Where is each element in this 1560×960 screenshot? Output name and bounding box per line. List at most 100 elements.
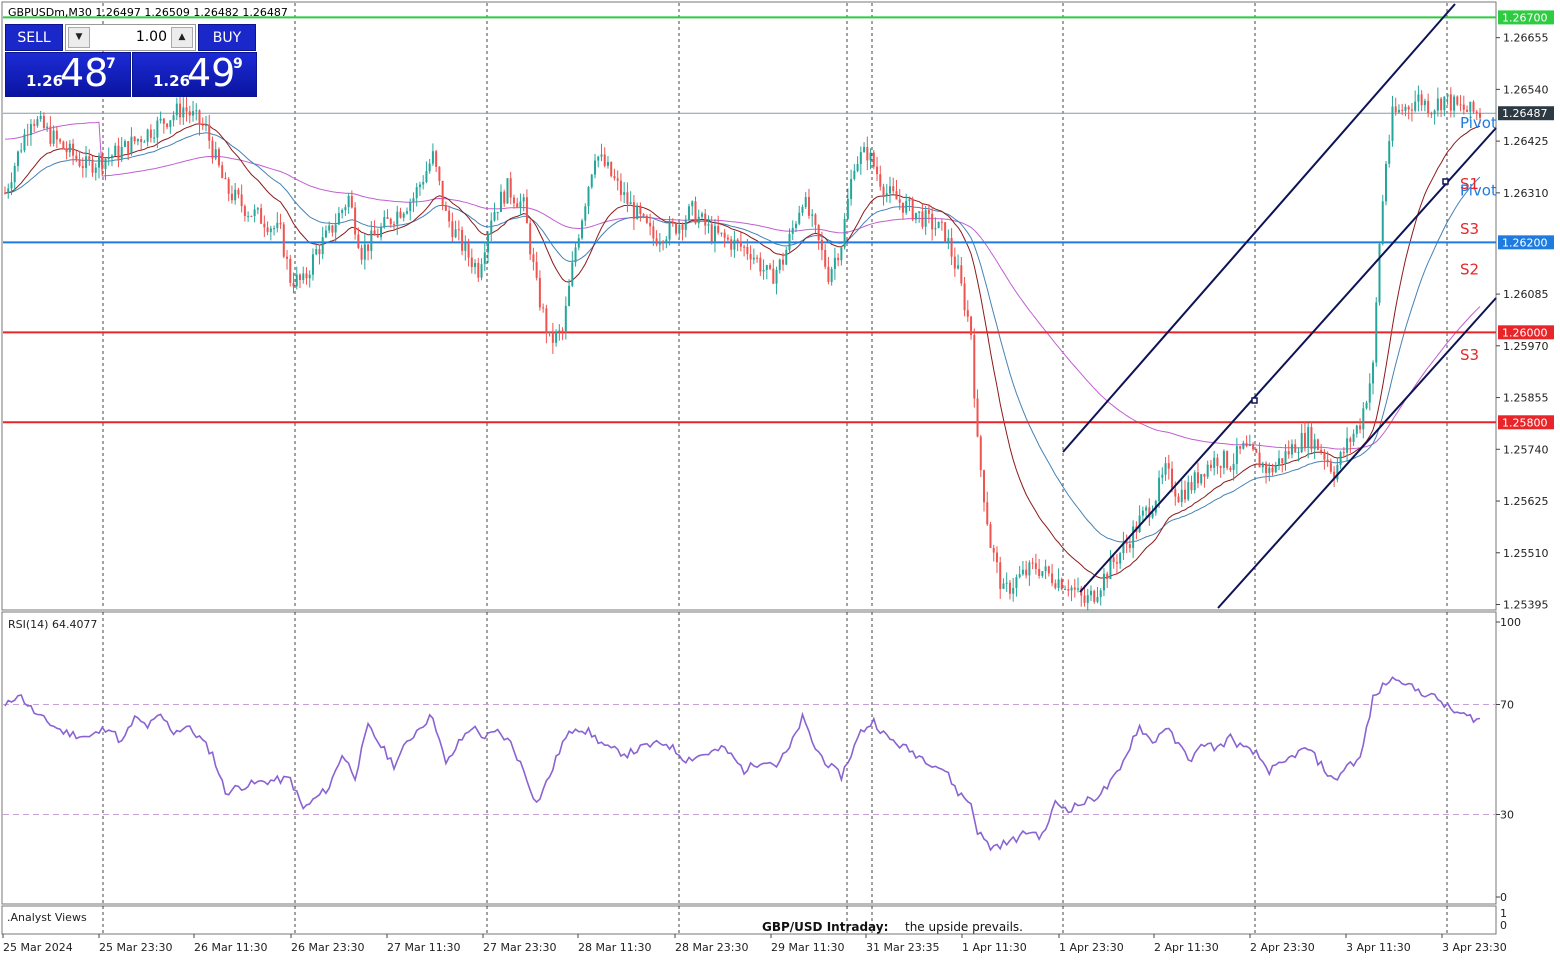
candle-body (859, 152, 862, 165)
sell-price-prefix: 1.26 (26, 72, 64, 90)
channel-anchor-handle[interactable] (1251, 397, 1258, 404)
candle-body (1158, 477, 1161, 502)
candle-body (1138, 515, 1141, 533)
candle (188, 105, 191, 124)
candle-body (785, 250, 788, 265)
candle-body (20, 150, 23, 152)
candle (1177, 493, 1180, 503)
candle-body (752, 257, 755, 260)
candle (603, 147, 606, 168)
candle-body (146, 129, 149, 142)
candle-body (256, 208, 259, 210)
candle (694, 196, 697, 225)
time-tick-label: 26 Mar 11:30 (194, 941, 267, 954)
candle-body (166, 123, 169, 128)
candle-body (1125, 542, 1128, 545)
candle (1018, 566, 1021, 579)
candle-body (136, 139, 139, 142)
rsi-tick-label: 0 (1500, 891, 1507, 904)
candle (211, 136, 214, 164)
candle (642, 212, 645, 219)
candle (963, 277, 966, 317)
candle-body (973, 335, 976, 399)
candle (898, 188, 901, 211)
candle-body (311, 254, 314, 275)
candle-body (1193, 472, 1196, 491)
main-price-panel[interactable] (1, 1, 1497, 611)
candle-body (347, 195, 350, 208)
candle (227, 176, 230, 202)
lot-increase-button[interactable]: ▲ (171, 27, 193, 48)
candle (885, 184, 888, 203)
candle (846, 188, 849, 220)
candle (1028, 560, 1031, 586)
candle (1449, 87, 1452, 118)
candle-body (726, 237, 729, 240)
candle (1060, 577, 1063, 591)
candle (192, 100, 195, 122)
candle-body (425, 171, 428, 183)
lot-decrease-button[interactable]: ▼ (68, 27, 90, 48)
candle (341, 208, 344, 219)
candle (305, 267, 308, 285)
candle-body (1479, 112, 1481, 118)
channel-lower-line[interactable] (1217, 297, 1497, 609)
candle (610, 161, 613, 178)
candle (1310, 422, 1313, 453)
candle-body (937, 221, 940, 229)
buy-price-button[interactable]: 1.26 49 9 (132, 51, 257, 97)
candle (1187, 475, 1190, 501)
rsi-panel[interactable] (1, 611, 1497, 905)
candle-body (1015, 577, 1018, 588)
candle-body (104, 158, 107, 170)
candle-body (350, 195, 353, 208)
candle-body (1372, 362, 1375, 384)
candle-body (1174, 489, 1177, 497)
candle (396, 205, 399, 235)
candle (221, 161, 224, 179)
candle-body (1284, 451, 1287, 464)
candle-body (1096, 596, 1099, 602)
channel-middle-line[interactable] (1079, 127, 1497, 593)
candle (260, 203, 263, 225)
lot-size-input[interactable]: 1.00 (135, 29, 167, 45)
candle-body (227, 179, 230, 194)
candle-body (1070, 587, 1073, 591)
candle (684, 215, 687, 238)
analyst-panel[interactable] (1, 905, 1497, 935)
candle (626, 182, 629, 213)
candle-body (743, 246, 746, 248)
sell-price-button[interactable]: 1.26 48 7 (5, 51, 131, 97)
candle (16, 150, 19, 172)
channel-upper-line[interactable] (1062, 3, 1456, 453)
candle-body (373, 230, 376, 236)
candle (1242, 440, 1245, 450)
candle (649, 213, 652, 236)
candle (856, 156, 859, 173)
candle-body (195, 110, 198, 112)
candle-body (240, 194, 243, 207)
candle (665, 236, 668, 249)
channel-anchor-handle[interactable] (1442, 178, 1449, 185)
candle-body (811, 214, 814, 216)
time-tick-label: 2 Apr 23:30 (1250, 941, 1315, 954)
sell-button[interactable]: SELL (5, 24, 63, 51)
candle-body (908, 199, 911, 201)
candle (444, 201, 447, 212)
candle (976, 389, 979, 438)
candle-body (924, 210, 927, 227)
candle (876, 156, 879, 181)
candle (363, 233, 366, 270)
candle (788, 228, 791, 253)
candle-body (201, 124, 204, 126)
candle (269, 225, 272, 241)
candle (162, 117, 165, 134)
candle-body (179, 103, 182, 118)
candle-body (516, 203, 519, 208)
candle-body (788, 233, 791, 251)
regression-channel[interactable] (1062, 3, 1497, 609)
candle-body (1472, 101, 1475, 112)
buy-button[interactable]: BUY (198, 24, 256, 51)
lot-size-stepper[interactable]: ▼ 1.00 ▲ (65, 24, 196, 51)
